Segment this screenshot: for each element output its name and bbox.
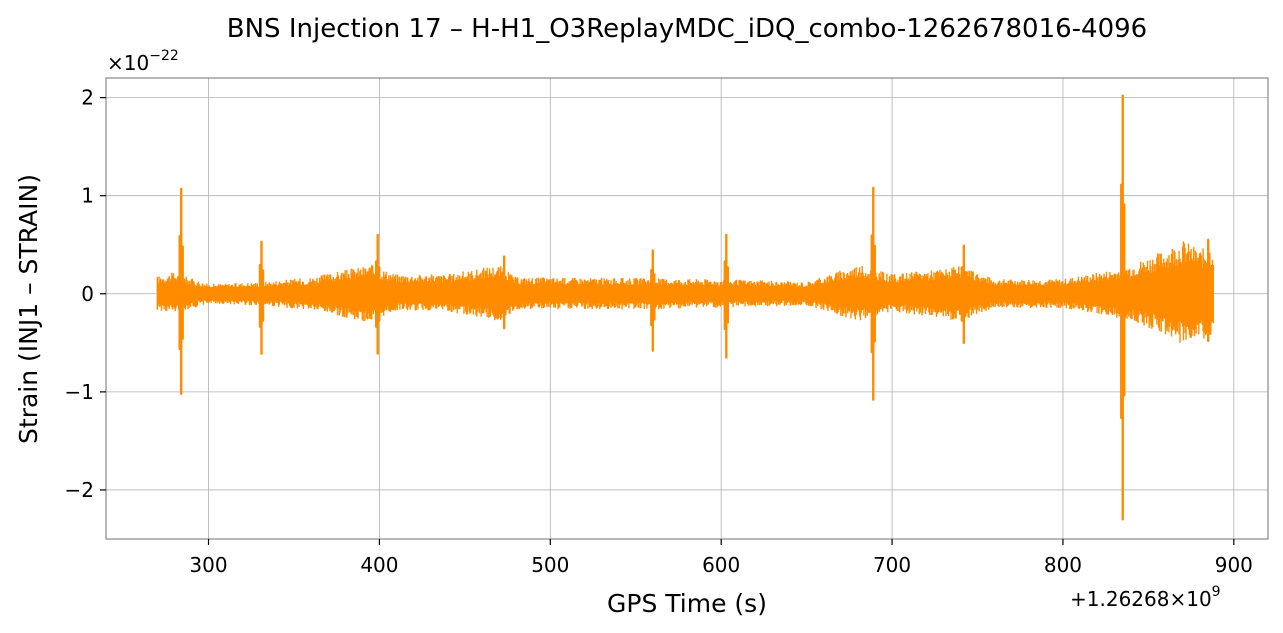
glitch-spike	[1205, 238, 1211, 343]
axis-ticks: 300 400 500 600 700 800 900 −2 −1 0 1 2	[65, 86, 1253, 577]
y-tick-label: 1	[81, 184, 94, 208]
x-tick-label: 300	[189, 553, 227, 577]
y-scale-base: ×10	[107, 51, 149, 75]
x-offset-base: +1.26268×10	[1070, 587, 1212, 611]
glitch-spike	[501, 255, 507, 330]
x-axis-label: GPS Time (s)	[607, 589, 767, 618]
data-series	[156, 94, 1214, 521]
y-tick-label: −1	[65, 380, 94, 404]
grid	[106, 78, 1268, 539]
chart-title: BNS Injection 17 – H-H1_O3ReplayMDC_iDQ_…	[227, 14, 1147, 44]
y-scale-exponent: −22	[149, 48, 179, 64]
glitch-spike	[178, 187, 184, 396]
glitch-spike	[650, 249, 656, 352]
y-axis-label: Strain (INJ1 – STRAIN)	[14, 174, 43, 444]
glitch-spike	[1120, 94, 1126, 521]
x-tick-label: 800	[1044, 553, 1082, 577]
x-offset-label: +1.26268×109	[1070, 584, 1221, 611]
plot-frame	[105, 77, 1269, 540]
x-tick-label: 600	[702, 553, 740, 577]
glitch-spike	[723, 233, 730, 359]
glitch-spike	[258, 240, 265, 355]
x-tick-label: 500	[531, 553, 569, 577]
glitch-spike	[961, 244, 967, 345]
x-tick-label: 400	[360, 553, 398, 577]
glitch-spike	[375, 233, 381, 355]
y-tick-label: 2	[81, 86, 94, 110]
x-offset-exponent: 9	[1212, 584, 1221, 600]
x-tick-label: 700	[873, 553, 911, 577]
y-tick-label: 0	[81, 282, 94, 306]
y-scale-label: ×10−22	[107, 48, 179, 75]
glitch-spike	[870, 186, 876, 401]
y-tick-label: −2	[65, 478, 94, 502]
x-tick-label: 900	[1215, 553, 1253, 577]
strain-core	[157, 286, 1214, 301]
